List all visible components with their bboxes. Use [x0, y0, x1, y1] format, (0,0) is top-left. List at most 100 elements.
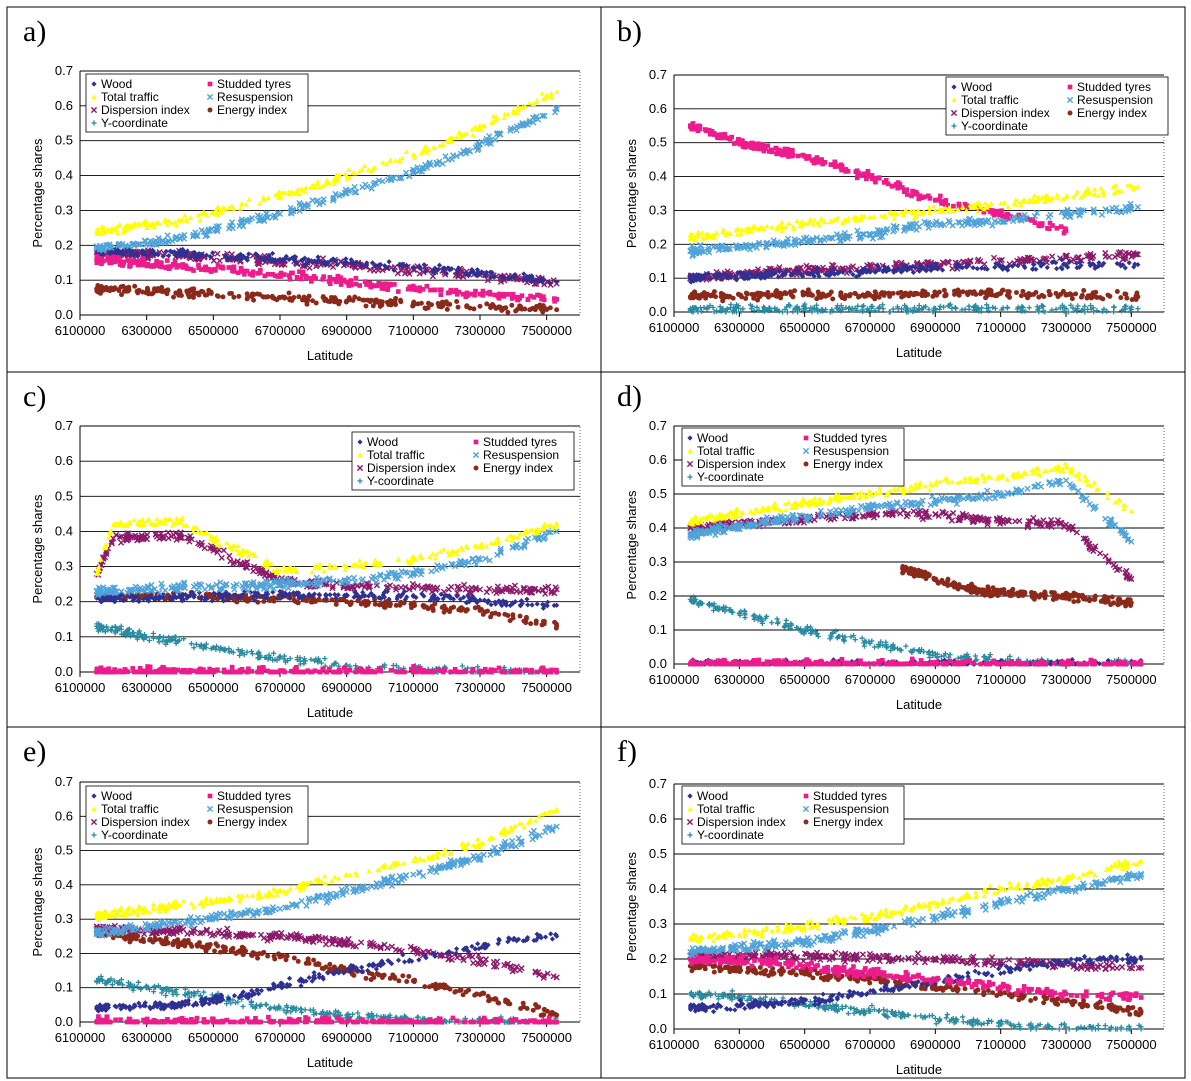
data-point: [998, 290, 1004, 296]
x-tick-label: 6700000: [255, 323, 306, 338]
data-point: [156, 669, 161, 675]
data-point: [314, 197, 322, 204]
data-point: [235, 270, 241, 276]
data-point: [253, 251, 259, 257]
data-point: [438, 287, 444, 293]
data-point: [338, 282, 344, 287]
data-point: [243, 201, 249, 207]
data-point: [168, 264, 174, 269]
data-point: [189, 286, 195, 292]
data-point: [348, 257, 354, 263]
data-point: [103, 284, 109, 290]
data-point: [251, 297, 257, 303]
data-point: [410, 265, 416, 271]
data-point: [94, 231, 100, 237]
data-point: [847, 293, 853, 299]
data-point: [447, 267, 453, 273]
data-point: [293, 260, 299, 266]
data-point: [260, 664, 266, 670]
data-point: [501, 115, 508, 121]
data-point: [263, 210, 270, 217]
data-point: [726, 294, 732, 300]
data-point: [258, 256, 265, 262]
data-point: [244, 669, 250, 675]
data-point: [255, 669, 261, 675]
data-point: [810, 292, 815, 298]
data-point: [867, 292, 873, 298]
data-point: [477, 669, 483, 675]
series-studded-tyres: [94, 253, 560, 304]
data-point: [246, 251, 252, 257]
data-point: [293, 190, 299, 195]
y-tick-label: 0.1: [55, 272, 73, 287]
data-point: [195, 253, 201, 259]
data-point: [269, 258, 275, 265]
data-point: [373, 180, 380, 187]
data-point: [470, 268, 476, 274]
data-point: [313, 598, 318, 604]
data-point: [498, 274, 504, 280]
data-point: [380, 601, 386, 607]
data-point: [296, 294, 302, 300]
data-point: [1079, 292, 1085, 298]
data-point: [487, 269, 493, 275]
data-point: [343, 256, 349, 262]
x-tick-label: 7300000: [455, 323, 506, 338]
data-point: [94, 669, 100, 675]
data-point: [328, 298, 334, 304]
data-point: [125, 258, 131, 263]
data-point: [135, 241, 142, 248]
data-point: [488, 669, 494, 675]
data-point: [543, 668, 549, 674]
data-point: [210, 257, 217, 264]
data-point: [1058, 224, 1064, 229]
data-point: [364, 183, 371, 190]
data-point: [301, 202, 308, 210]
data-point: [338, 191, 345, 198]
data-point: [427, 669, 433, 675]
data-point: [696, 123, 702, 129]
data-point: [316, 201, 323, 208]
data-point: [353, 189, 360, 196]
data-point: [214, 228, 221, 235]
data-point: [476, 141, 484, 148]
data-point: [776, 151, 781, 156]
data-point: [531, 294, 537, 300]
data-point: [433, 159, 440, 166]
data-point: [513, 669, 519, 675]
data-point: [1063, 228, 1069, 234]
data-point: [883, 178, 889, 183]
data-point: [509, 302, 515, 308]
data-point: [132, 223, 138, 229]
data-point: [422, 268, 429, 275]
data-point: [421, 669, 427, 675]
data-point: [1054, 225, 1060, 231]
data-point: [286, 256, 292, 263]
data-point: [121, 225, 127, 230]
data-point: [432, 265, 438, 271]
data-point: [554, 307, 560, 313]
data-point: [1123, 291, 1129, 297]
data-point: [535, 292, 540, 298]
data-point: [195, 290, 201, 296]
data-point: [529, 114, 536, 121]
data-point: [177, 263, 183, 269]
data-point: [442, 667, 448, 672]
data-point: [422, 143, 428, 149]
data-point: [115, 255, 121, 260]
data-point: [437, 143, 443, 148]
data-point: [289, 207, 297, 214]
data-point: [329, 597, 335, 603]
data-point: [548, 95, 554, 101]
data-point: [159, 260, 164, 266]
data-point: [196, 262, 201, 268]
data-point: [331, 177, 337, 182]
data-point: [927, 196, 933, 201]
data-point: [316, 184, 323, 190]
data-point: [245, 598, 251, 604]
data-point: [496, 665, 502, 671]
y-tick-label: 0.6: [649, 101, 667, 116]
data-point: [108, 229, 114, 235]
data-point: [510, 612, 516, 618]
